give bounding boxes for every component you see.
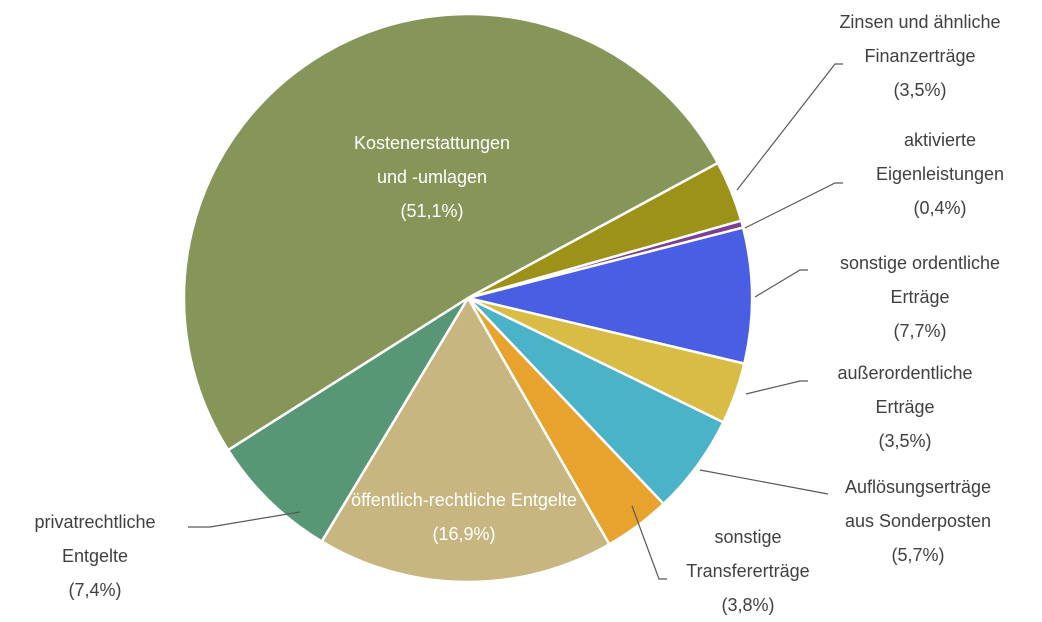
value-label: (3,8%) bbox=[721, 595, 775, 615]
category-name: Zinsen und ähnliche Finanzerträge bbox=[839, 12, 1001, 66]
slice bbox=[182, 12, 720, 452]
value-label: (7,4%) bbox=[68, 580, 122, 600]
category-name: sonstige Transfererträge bbox=[686, 527, 810, 581]
value-label: (3,5%) bbox=[893, 80, 947, 100]
leader-line bbox=[736, 63, 843, 191]
category-name: privatrechtliche Entgelte bbox=[34, 512, 156, 566]
slice bbox=[320, 296, 611, 584]
leader-line bbox=[744, 182, 843, 229]
category-name: öffentlich-rechtliche Entgelte bbox=[351, 490, 577, 510]
slice-label: Auflösungserträge aus Sonderposten (5,7%) bbox=[833, 470, 1003, 572]
slice-label: Kostenerstattungen und -umlagen (51,1%) bbox=[340, 126, 525, 228]
leader-line bbox=[754, 269, 808, 298]
category-name: sonstige ordentliche Erträge bbox=[839, 253, 1001, 307]
leader-line bbox=[188, 511, 301, 528]
slice-label: sonstige ordentliche Erträge (7,7%) bbox=[810, 246, 1030, 348]
slice-label: privatrechtliche Entgelte (7,4%) bbox=[10, 505, 180, 607]
leader-lines bbox=[188, 63, 843, 580]
slice-label: öffentlich-rechtliche Entgelte (16,9%) bbox=[349, 483, 579, 551]
category-name: Auflösungserträge aus Sonderposten bbox=[844, 477, 992, 531]
leader-line bbox=[745, 380, 808, 395]
slices bbox=[182, 12, 754, 584]
slice-label: aktivierte Eigenleistungen (0,4%) bbox=[858, 123, 1023, 225]
value-label: (51,1%) bbox=[400, 201, 464, 221]
value-label: (7,7%) bbox=[893, 321, 947, 341]
slice-label: sonstige Transfererträge (3,8%) bbox=[666, 520, 831, 622]
category-name: aktivierte Eigenleistungen bbox=[875, 130, 1005, 184]
category-name: Kostenerstattungen und -umlagen bbox=[353, 133, 511, 187]
value-label: (0,4%) bbox=[913, 198, 967, 218]
category-name: außerordentliche Erträge bbox=[837, 363, 973, 417]
value-label: (16,9%) bbox=[432, 524, 496, 544]
slice-label: Zinsen und ähnliche Finanzerträge (3,5%) bbox=[820, 5, 1020, 107]
slice bbox=[226, 296, 470, 543]
slice-label: außerordentliche Erträge (3,5%) bbox=[820, 356, 990, 458]
value-label: (5,7%) bbox=[891, 545, 945, 565]
leader-line bbox=[699, 469, 829, 495]
leader-line bbox=[631, 505, 667, 580]
slice bbox=[466, 226, 754, 365]
value-label: (3,5%) bbox=[878, 431, 932, 451]
